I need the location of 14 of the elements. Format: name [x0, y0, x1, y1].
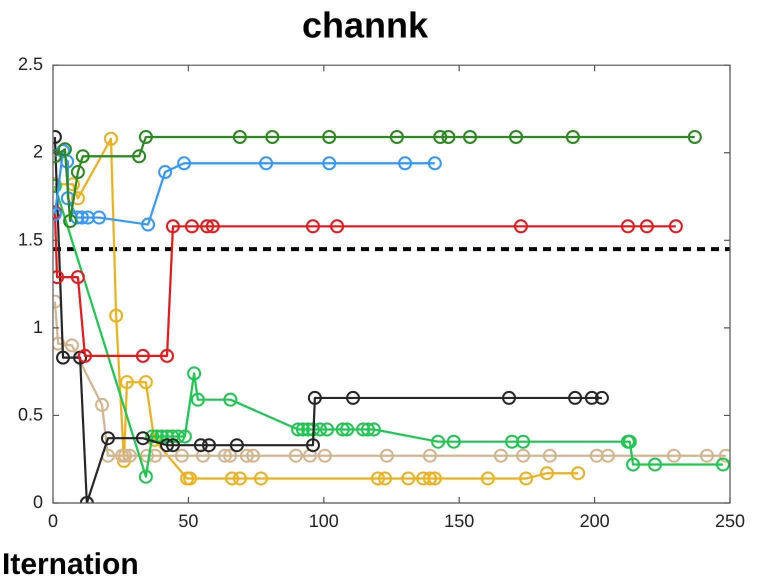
x-tick-label: 100: [308, 510, 339, 531]
y-tick-label: 0: [32, 492, 43, 512]
x-axis-title: Iternation: [2, 548, 139, 580]
y-tick-label: 2: [32, 142, 43, 162]
y-tick-label: 0.5: [18, 404, 43, 424]
chart-title: channk: [302, 4, 429, 46]
x-tick-label: 150: [444, 510, 474, 531]
x-tick-label: 200: [580, 510, 610, 531]
y-tick-label: 1.5: [18, 229, 43, 250]
x-tick-label: 50: [178, 510, 198, 531]
y-tick-label: 2.5: [18, 54, 43, 74]
x-tick-label: 0: [48, 510, 58, 531]
x-tick-label: 250: [714, 510, 746, 531]
y-tick-label: 1: [32, 316, 43, 337]
